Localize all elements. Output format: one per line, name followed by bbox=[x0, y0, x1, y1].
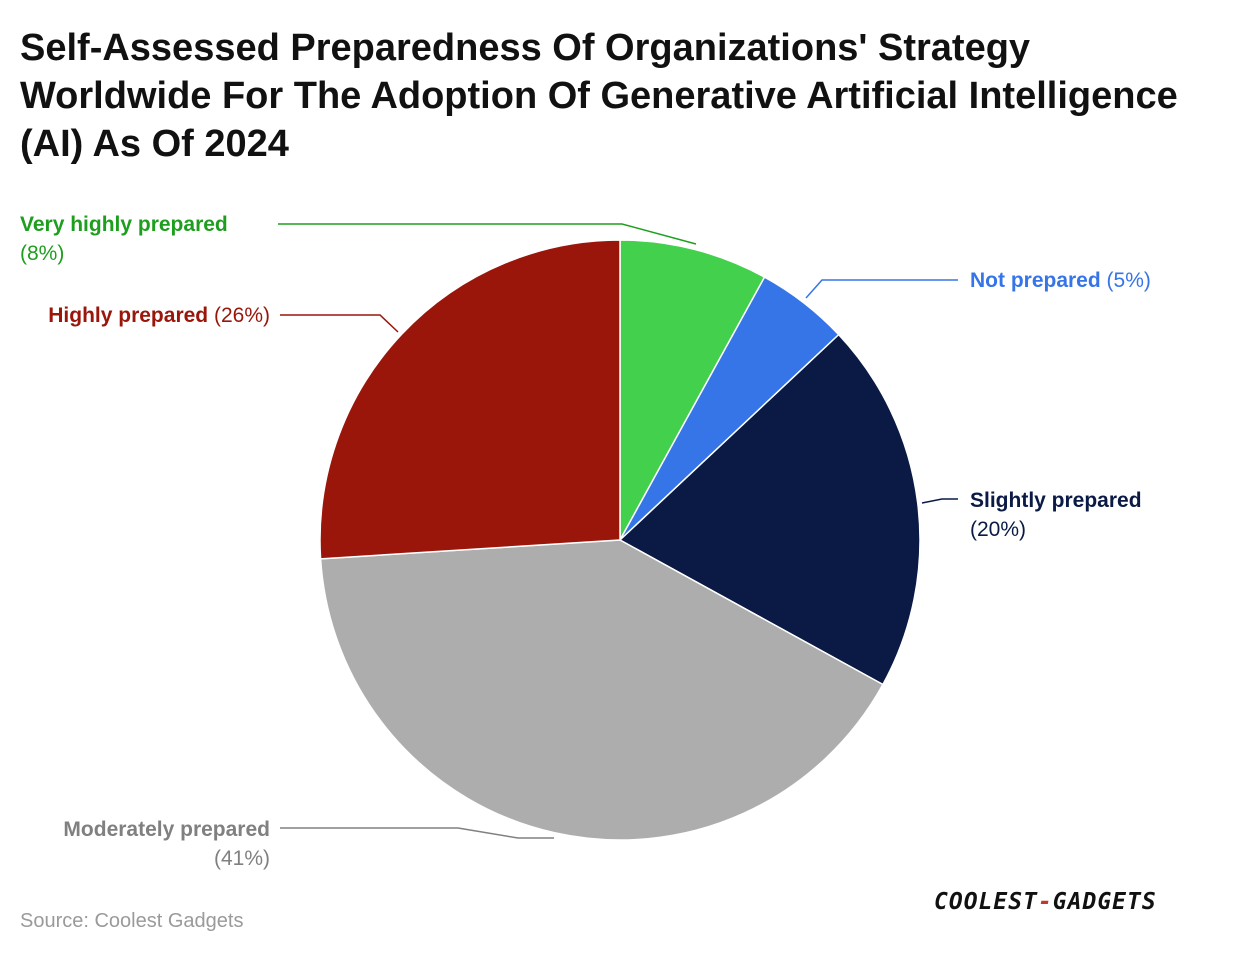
slice-label-line-moderately-prepared: (41%) bbox=[214, 847, 270, 870]
logo-text-part1: COOLEST bbox=[934, 889, 1038, 915]
slice-label-line-moderately-prepared: Moderately prepared bbox=[63, 818, 270, 841]
slice-label-line-very-highly-prepared: (8%) bbox=[20, 242, 64, 265]
slice-label-moderately-prepared: Moderately prepared bbox=[63, 818, 270, 841]
slice-labels: Very highly prepared (8%) Not prepared (5%… bbox=[20, 213, 1151, 870]
slice-label-very-highly-prepared: Very highly prepared bbox=[20, 213, 228, 236]
pie-slices bbox=[319, 239, 921, 841]
logo-separator: - bbox=[1037, 889, 1053, 915]
slice-label-line-slightly-prepared: (20%) bbox=[970, 518, 1026, 541]
slice-value-very-highly-prepared: (8%) bbox=[20, 242, 64, 265]
slice-very-highly-prepared bbox=[619, 239, 766, 541]
leader-line-slightly-prepared bbox=[921, 498, 958, 504]
slice-label-line-not-prepared: Not prepared (5%) bbox=[970, 269, 1151, 292]
leader-line-highly-prepared bbox=[280, 314, 399, 333]
leader-lines bbox=[278, 223, 958, 839]
slice-highly-prepared bbox=[319, 239, 621, 560]
slice-value-moderately-prepared: (41%) bbox=[214, 847, 270, 870]
slice-label-line-very-highly-prepared: Very highly prepared bbox=[20, 213, 228, 236]
slice-label-highly-prepared: Highly prepared bbox=[48, 304, 208, 327]
brand-logo: COOLEST-GADGETS bbox=[934, 889, 1194, 921]
chart-title: Self-Assessed Preparedness Of Organizati… bbox=[20, 27, 1178, 165]
leader-line-not-prepared bbox=[805, 279, 958, 299]
slice-slightly-prepared bbox=[618, 333, 921, 686]
leader-line-moderately-prepared bbox=[280, 827, 554, 839]
slice-label-slightly-prepared: Slightly prepared bbox=[970, 489, 1142, 512]
source-note: Source: Coolest Gadgets bbox=[20, 910, 244, 932]
leader-line-very-highly-prepared bbox=[278, 223, 697, 245]
slice-value-highly-prepared: (26%) bbox=[214, 304, 270, 327]
slice-label-line-slightly-prepared: Slightly prepared bbox=[970, 489, 1142, 512]
slice-value-not-prepared: (5%) bbox=[1107, 269, 1151, 292]
slice-label-not-prepared: Not prepared bbox=[970, 269, 1101, 292]
slice-moderately-prepared bbox=[319, 539, 884, 841]
slice-value-slightly-prepared: (20%) bbox=[970, 518, 1026, 541]
slice-label-line-highly-prepared: Highly prepared (26%) bbox=[48, 304, 270, 327]
logo-text-part2: GADGETS bbox=[1052, 889, 1157, 915]
